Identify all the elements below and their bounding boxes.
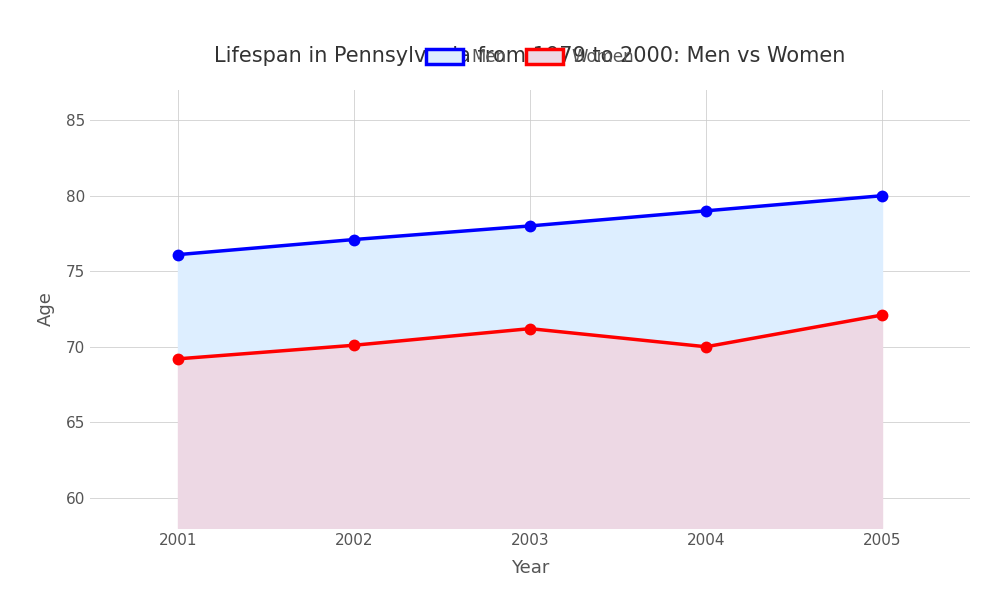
Y-axis label: Age: Age — [37, 292, 55, 326]
X-axis label: Year: Year — [511, 559, 549, 577]
Legend: Men, Women: Men, Women — [419, 41, 641, 73]
Title: Lifespan in Pennsylvania from 1979 to 2000: Men vs Women: Lifespan in Pennsylvania from 1979 to 20… — [214, 46, 846, 66]
